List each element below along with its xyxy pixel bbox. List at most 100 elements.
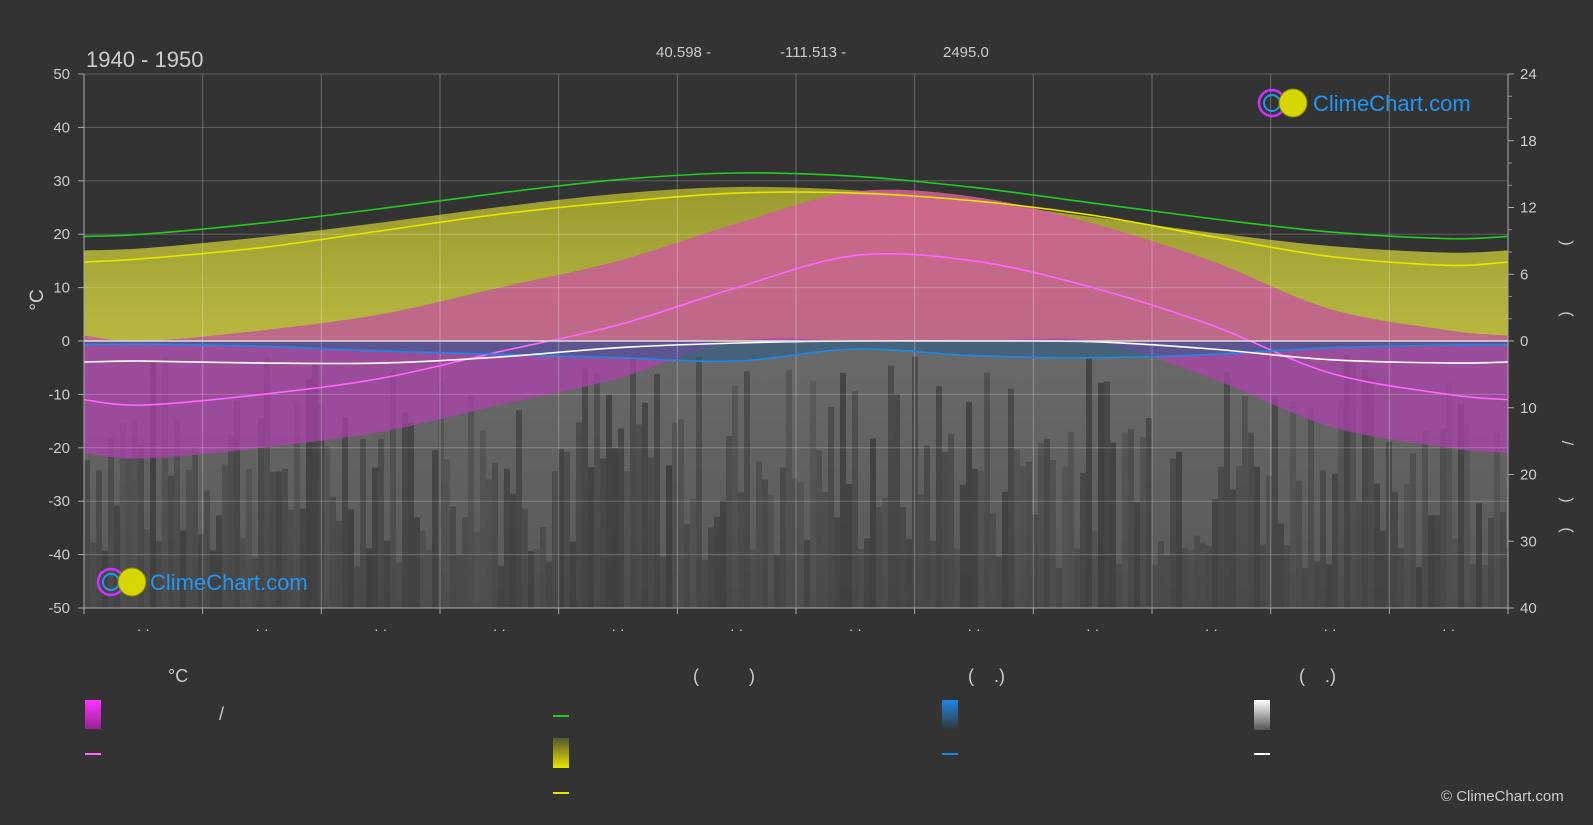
stripe [162, 357, 168, 608]
temp-mean-swatch [85, 753, 101, 755]
stripe [168, 475, 174, 608]
stripe [288, 509, 294, 608]
stripe [486, 479, 492, 608]
left-tick-label: 30 [53, 173, 70, 190]
stripe [1254, 466, 1260, 608]
month-tick-label: · · [493, 621, 506, 637]
stripe [1140, 436, 1146, 608]
stripe [138, 444, 144, 608]
temperature-low-area [84, 338, 1508, 459]
stripe [1320, 470, 1326, 608]
stripe [252, 557, 258, 608]
stripe [90, 542, 96, 608]
month-tick-label: · · [374, 621, 387, 637]
stripe [954, 548, 960, 608]
stripe [1446, 382, 1452, 608]
right-tick-label: 0 [1520, 333, 1528, 350]
stripe [504, 468, 510, 608]
stripe [366, 548, 372, 608]
stripe [336, 520, 342, 608]
stripe [522, 509, 528, 608]
stripe [990, 513, 996, 608]
stripe [810, 380, 816, 608]
stripe [492, 462, 498, 608]
stripe [654, 373, 660, 608]
stripe [354, 566, 360, 608]
left-tick-label: -50 [48, 600, 70, 617]
stripe [126, 458, 132, 608]
stripe [594, 373, 600, 608]
left-tick-label: -40 [48, 547, 70, 564]
stripe [726, 436, 732, 608]
left-axis-ticks: 50 40 30 20 10 0 -10 -20 -30 -40 -50 [48, 66, 84, 617]
stripe [360, 439, 366, 608]
stripe [1452, 538, 1458, 608]
stripe [1224, 372, 1230, 608]
stripe [1332, 473, 1338, 608]
stripe [774, 554, 780, 608]
stripe [720, 500, 726, 608]
stripe [564, 451, 570, 608]
stripe [696, 356, 702, 608]
stripe [1428, 515, 1434, 608]
stripe [1188, 550, 1194, 608]
stripe [186, 469, 192, 608]
stripe [534, 549, 540, 608]
stripe [540, 527, 546, 608]
stripe [474, 531, 480, 608]
stripe [1260, 544, 1266, 608]
stripe [1032, 514, 1038, 608]
stripe [582, 368, 588, 608]
stripe [192, 447, 198, 608]
stripe [882, 497, 888, 608]
chart-title: 1940 - 1950 [86, 47, 203, 72]
stripe [390, 370, 396, 608]
stripe [420, 530, 426, 608]
daylight-line [83, 172, 1509, 240]
stripe [792, 478, 798, 608]
stripe [612, 448, 618, 608]
stripe [798, 482, 804, 608]
stripe [426, 550, 432, 608]
stripe [672, 423, 678, 608]
stripe [1038, 442, 1044, 608]
stripe [1170, 458, 1176, 608]
stripe [1008, 388, 1014, 608]
snow-line-swatch [1254, 753, 1270, 755]
sunshine-line [83, 191, 1509, 267]
stripe [834, 517, 840, 608]
stripe [150, 361, 156, 608]
stripe [1284, 545, 1290, 608]
stripe [414, 517, 420, 608]
stripe [912, 356, 918, 608]
stripe [1182, 548, 1188, 608]
stripe [1200, 543, 1206, 608]
below-zero-stripes [84, 353, 1508, 608]
stripe [1002, 491, 1008, 608]
temp-range-swatch [85, 700, 101, 729]
brand-logo-bottom: ClimeChart.com [96, 567, 308, 597]
stripe [618, 428, 624, 608]
right-tick-label: 24 [1520, 66, 1537, 83]
left-tick-label: 40 [53, 119, 70, 136]
stripe [1314, 561, 1320, 608]
elevation: 2495.0 [943, 44, 989, 61]
stripe [300, 508, 306, 608]
stripe [1344, 355, 1350, 608]
stripe [132, 420, 138, 608]
stripe [228, 435, 234, 608]
left-tick-label: -30 [48, 493, 70, 510]
stripe [324, 446, 330, 608]
stripe [1422, 431, 1428, 608]
stripe [1128, 429, 1134, 608]
stripe [216, 515, 222, 608]
stripe [1386, 441, 1392, 608]
legend-temp-heading: °C [168, 666, 189, 686]
stripe [762, 479, 768, 608]
right-tick-label: 40 [1520, 600, 1537, 617]
stripe [576, 422, 582, 608]
stripe [1338, 399, 1344, 608]
left-axis-label: °C [27, 289, 48, 310]
stripe [1398, 547, 1404, 608]
stripe [1488, 518, 1494, 608]
